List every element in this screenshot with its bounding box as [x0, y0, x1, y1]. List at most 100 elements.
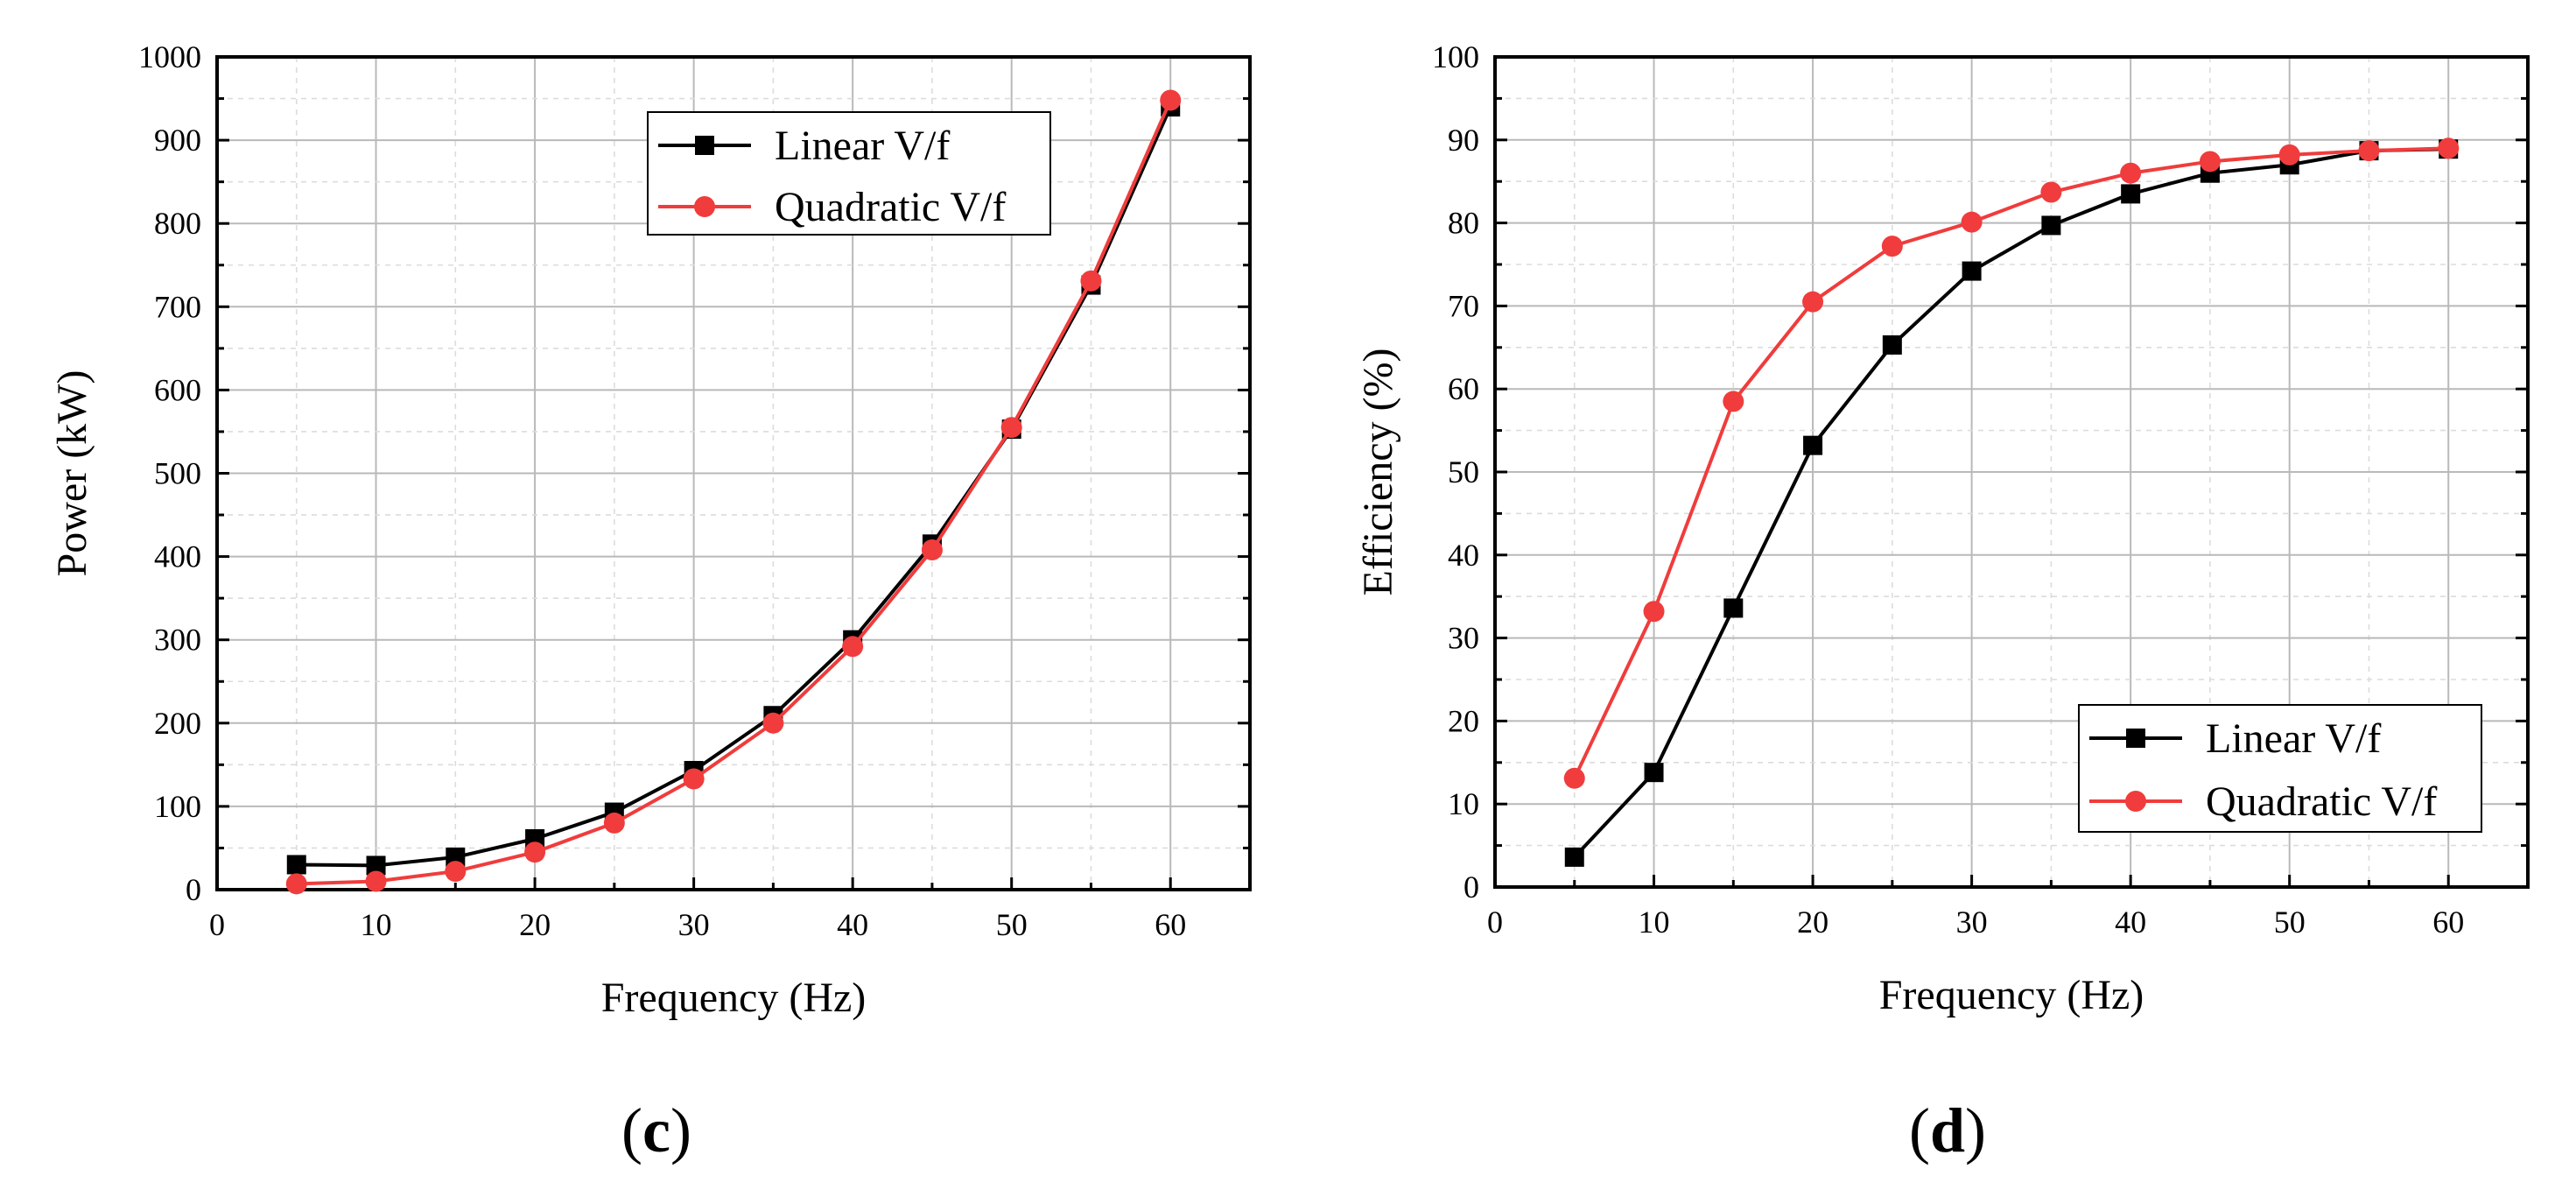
data-point-circle [762, 712, 784, 734]
x-tick-label: 10 [361, 907, 392, 942]
data-point-circle [842, 636, 864, 658]
y-tick-label: 20 [1448, 703, 1479, 738]
y-tick-label: 10 [1448, 786, 1479, 821]
y-tick-label: 0 [1463, 870, 1479, 905]
x-tick-label: 10 [1639, 905, 1670, 940]
y-tick-label: 80 [1448, 206, 1479, 241]
data-point-square [2041, 215, 2061, 236]
data-point-square [1882, 334, 1902, 355]
y-tick-label: 100 [154, 789, 201, 824]
data-point-circle [2040, 181, 2062, 203]
legend-label: Quadratic V/f [775, 184, 1006, 230]
series-quadratic-v-f [1563, 137, 2460, 789]
panel-label-letter: c [642, 1095, 670, 1165]
data-point-circle [1961, 211, 1983, 233]
legend-box [647, 111, 1051, 236]
y-tick-label: 500 [154, 456, 201, 491]
legend-marker-square [2126, 729, 2145, 748]
y-tick-label: 70 [1448, 288, 1479, 323]
data-point-circle [1080, 270, 1102, 292]
data-point-circle [1802, 291, 1824, 313]
x-tick-label: 50 [996, 907, 1028, 942]
y-tick-label: 90 [1448, 123, 1479, 158]
x-tick-label: 60 [2432, 905, 2464, 940]
y-tick-label: 900 [154, 123, 201, 158]
data-point-circle [2199, 151, 2221, 173]
y-tick-label: 700 [154, 289, 201, 324]
data-point-circle [445, 861, 467, 883]
legend-label: Linear V/f [775, 123, 950, 169]
data-point-circle [524, 841, 546, 863]
x-tick-label: 40 [2115, 905, 2146, 940]
y-tick-label: 600 [154, 372, 201, 407]
legend-marker-circle [2125, 791, 2146, 812]
x-tick-label: 30 [1956, 905, 1988, 940]
data-point-circle [1723, 391, 1744, 412]
data-point-circle [2278, 144, 2300, 165]
x-tick-label: 20 [519, 907, 551, 942]
data-point-square [446, 847, 466, 867]
panel-label: (d) [1909, 1095, 1986, 1165]
x-axis-title: Frequency (Hz) [1879, 972, 2144, 1018]
data-point-circle [1160, 89, 1182, 111]
series-quadratic-v-f [285, 89, 1182, 895]
y-tick-label: 100 [1432, 39, 1479, 74]
efficiency-chart: 0 10 20 30 40 50 60 0 10 20 30 40 50 60 70 80 90 100 Frequ… [1355, 39, 2530, 1165]
y-tick-label: 200 [154, 706, 201, 741]
data-point-circle [1000, 417, 1022, 439]
power-chart: 0 10 20 30 40 50 60010020030040050060070080090… [49, 39, 1252, 1165]
x-tick-label: 20 [1797, 905, 1828, 940]
x-tick-label: 60 [1155, 907, 1186, 942]
panel-label-open: ( [1909, 1095, 1930, 1165]
y-tick-label: 0 [186, 872, 201, 907]
y-tick-label: 300 [154, 623, 201, 658]
data-point-circle [921, 539, 943, 560]
x-axis-title: Frequency (Hz) [601, 975, 867, 1021]
y-tick-label: 50 [1448, 454, 1479, 489]
panel-label-close: ) [1965, 1095, 1986, 1165]
data-point-square [1962, 261, 1982, 281]
data-point-square [366, 856, 386, 876]
y-axis-title: Power (kW) [49, 370, 95, 577]
y-axis-title: Efficiency (%) [1355, 349, 1401, 596]
data-point-square [1803, 435, 1823, 455]
x-tick-label: 40 [837, 907, 868, 942]
data-point-square [2121, 184, 2141, 204]
y-tick-label: 60 [1448, 371, 1479, 406]
x-tick-label: 30 [678, 907, 710, 942]
data-point-circle [365, 870, 387, 892]
x-tick-label: 50 [2274, 905, 2306, 940]
panel-label-letter: d [1930, 1095, 1965, 1165]
legend: Linear V/f Quadratic V/f [647, 111, 1051, 236]
y-tick-label: 400 [154, 539, 201, 574]
panel-label: (c) [621, 1095, 691, 1165]
data-point-circle [2358, 140, 2380, 162]
data-point-circle [2438, 137, 2460, 159]
legend-box [2078, 704, 2482, 833]
data-point-square [1564, 847, 1584, 867]
data-point-circle [2120, 162, 2142, 184]
y-tick-label: 40 [1448, 538, 1479, 573]
plot-frame [215, 55, 1252, 891]
data-point-circle [1563, 767, 1585, 789]
panel-label-close: ) [670, 1095, 691, 1165]
y-tick-label: 30 [1448, 621, 1479, 656]
plot-frame [1493, 55, 2530, 889]
data-point-circle [1881, 236, 1903, 257]
data-point-circle [1643, 601, 1665, 623]
legend-label: Linear V/f [2206, 715, 2381, 762]
legend: Linear V/f Quadratic V/f [2078, 704, 2482, 833]
panel-label-open: ( [621, 1095, 642, 1165]
data-point-square [286, 855, 306, 875]
data-point-square [1644, 763, 1664, 783]
x-tick-label: 0 [209, 907, 225, 942]
ticks: 0 10 20 30 40 50 60 0 10 20 30 40 50 60 70 80 90 100 [1432, 39, 2528, 940]
series-line [296, 99, 1173, 886]
y-tick-label: 1000 [138, 39, 201, 74]
legend-marker-circle [694, 196, 715, 217]
data-point-circle [683, 768, 705, 790]
ticks: 0 10 20 30 40 50 60010020030040050060070080090… [138, 39, 1250, 942]
data-point-circle [285, 873, 307, 895]
series-line [1572, 146, 2449, 779]
